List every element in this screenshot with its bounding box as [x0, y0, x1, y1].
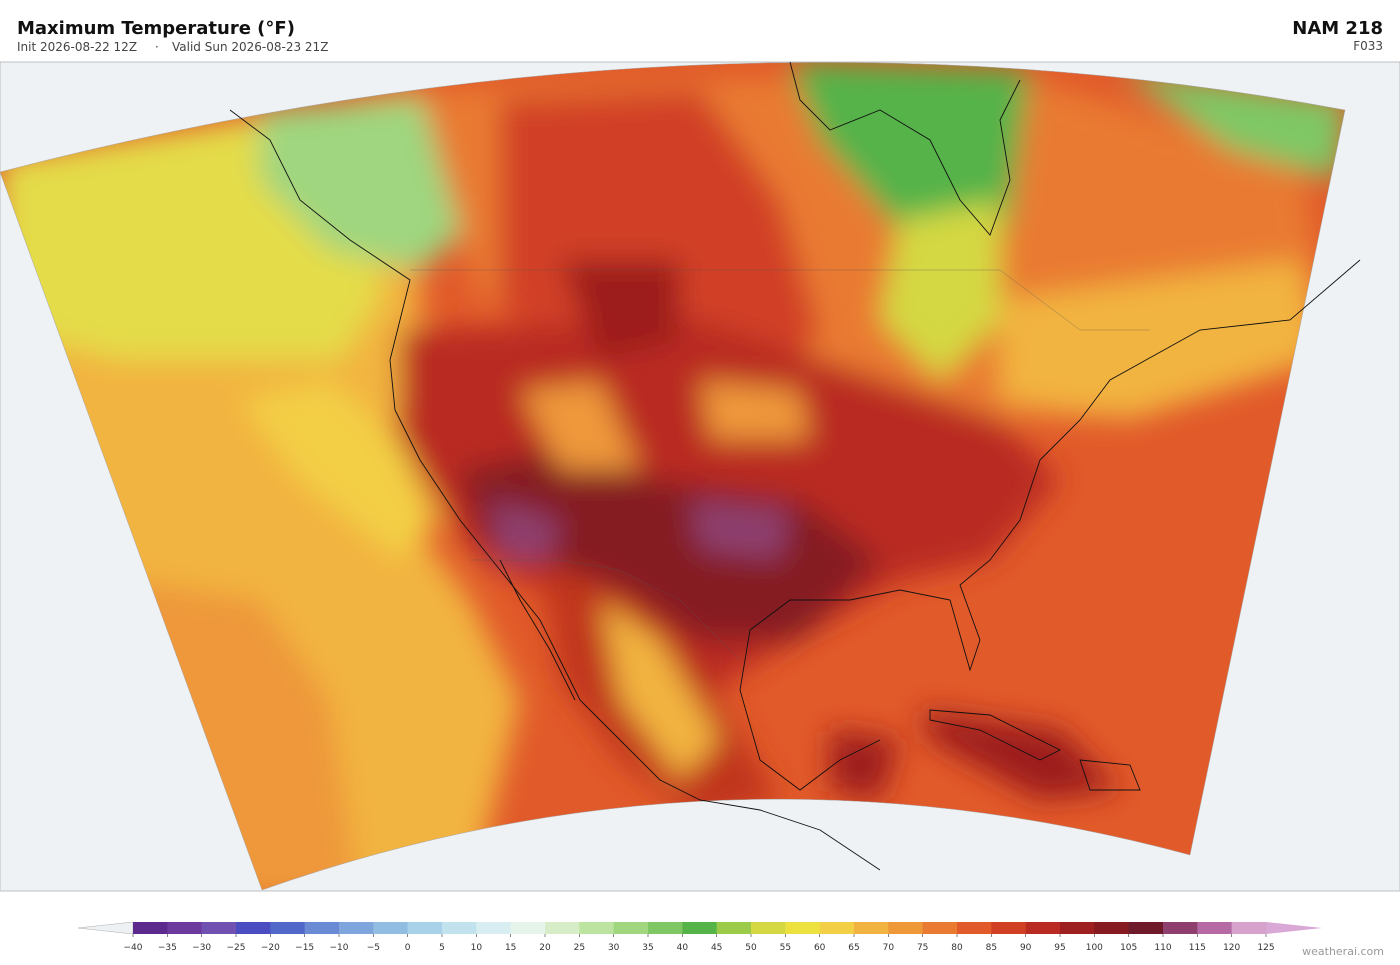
- colorbar-swatch: [442, 922, 477, 934]
- colorbar-tick-label: 50: [745, 943, 757, 953]
- colorbar-swatch: [545, 922, 580, 934]
- colorbar-swatch: [510, 922, 546, 934]
- colorbar-swatch: [476, 922, 511, 934]
- colorbar-tick-label: 45: [711, 943, 722, 953]
- colorbar-swatch: [201, 922, 237, 934]
- colorbar-swatch: [785, 922, 820, 934]
- colorbar-tick-label: 110: [1154, 943, 1171, 953]
- colorbar-swatch: [1197, 922, 1232, 934]
- colorbar-swatch: [957, 922, 992, 934]
- colorbar-swatch: [236, 922, 271, 934]
- colorbar-swatch: [1094, 922, 1129, 934]
- colorbar-swatch: [648, 922, 683, 934]
- colorbar-swatch: [304, 922, 340, 934]
- colorbar-swatch: [716, 922, 752, 934]
- colorbar-tick-label: 10: [471, 943, 483, 953]
- colorbar-tick-label: −20: [261, 943, 280, 953]
- colorbar-swatch: [751, 922, 786, 934]
- colorbar-swatch: [613, 922, 649, 934]
- colorbar-tick-label: −35: [158, 943, 177, 953]
- colorbar-swatch: [339, 922, 374, 934]
- colorbar-swatch: [579, 922, 614, 934]
- colorbar-swatch: [991, 922, 1026, 934]
- colorbar: −40 −35 −30 −25 −20 −15 −10 −5 0 5 10 15 20 25 30 35 40 4…: [77, 921, 1322, 953]
- separator: ·: [155, 40, 159, 54]
- colorbar-tick-label: 90: [1020, 943, 1032, 953]
- colorbar-swatch: [1163, 922, 1198, 934]
- colorbar-tick-label: 30: [608, 943, 620, 953]
- colorbar-swatch: [1025, 922, 1061, 934]
- valid-time: Valid Sun 2026-08-23 21Z: [172, 40, 328, 54]
- colorbar-over: [1266, 922, 1322, 934]
- colorbar-tick-label: 0: [405, 943, 411, 953]
- colorbar-tick-label: 55: [780, 943, 791, 953]
- colorbar-tick-label: 75: [917, 943, 928, 953]
- colorbar-tick-label: 125: [1257, 943, 1274, 953]
- colorbar-swatch: [888, 922, 923, 934]
- colorbar-swatch: [407, 922, 443, 934]
- forecast-hour: F033: [1353, 39, 1383, 53]
- colorbar-tick-label: 60: [814, 943, 826, 953]
- colorbar-tick-label: 105: [1120, 943, 1137, 953]
- colorbar-tick-label: 40: [677, 943, 689, 953]
- colorbar-tick-label: 115: [1189, 943, 1206, 953]
- model-name: NAM 218: [1292, 18, 1383, 39]
- colorbar-swatch: [270, 922, 305, 934]
- title: Maximum Temperature (°F): [17, 18, 295, 39]
- colorbar-tick-label: −25: [227, 943, 246, 953]
- colorbar-swatch: [167, 922, 202, 934]
- colorbar-tick-label: 15: [505, 943, 516, 953]
- colorbar-swatch: [819, 922, 855, 934]
- colorbar-swatch: [1060, 922, 1095, 934]
- colorbar-tick-label: −5: [367, 943, 380, 953]
- colorbar-tick-label: 20: [539, 943, 551, 953]
- colorbar-tick-label: −40: [124, 943, 143, 953]
- colorbar-swatch: [854, 922, 889, 934]
- init-time: Init 2026-08-22 12Z: [17, 40, 137, 54]
- domain-outline: [0, 62, 1346, 891]
- colorbar-tick-label: −10: [330, 943, 349, 953]
- colorbar-tick-label: −15: [295, 943, 314, 953]
- colorbar-tick-label: 100: [1086, 943, 1103, 953]
- coastlines: [229, 61, 1361, 871]
- colorbar-tick-label: 65: [848, 943, 859, 953]
- colorbar-under: [77, 921, 134, 935]
- colorbar-tick-label: 25: [574, 943, 585, 953]
- colorbar-swatch: [1231, 922, 1267, 934]
- colorbar-tick-label: −30: [192, 943, 211, 953]
- colorbar-tick-label: 35: [642, 943, 653, 953]
- colorbar-swatch: [373, 922, 408, 934]
- colorbar-swatch: [1128, 922, 1164, 934]
- colorbar-tick-label: 5: [439, 943, 445, 953]
- colorbar-tick-label: 85: [986, 943, 997, 953]
- colorbar-tick-label: 120: [1223, 943, 1240, 953]
- credit: weatherai.com: [1302, 945, 1384, 958]
- colorbar-tick-label: 95: [1054, 943, 1065, 953]
- borders: [410, 269, 1150, 661]
- colorbar-tick-label: 70: [883, 943, 895, 953]
- colorbar-swatch: [922, 922, 958, 934]
- colorbar-tick-label: 80: [951, 943, 963, 953]
- colorbar-swatch: [682, 922, 717, 934]
- colorbar-swatch: [133, 922, 168, 934]
